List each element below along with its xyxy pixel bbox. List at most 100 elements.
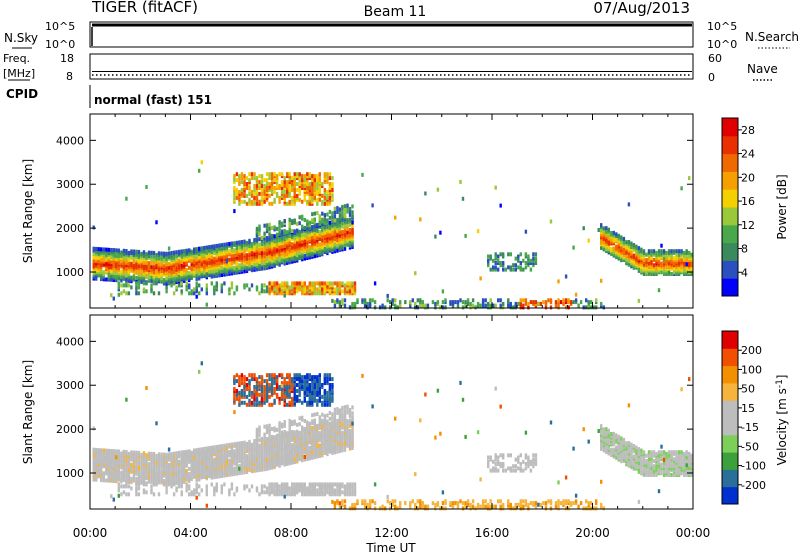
velocity-cell: [135, 486, 137, 490]
power-cell: [575, 293, 577, 297]
power-cell: [246, 202, 248, 206]
velocity-cell: [163, 468, 165, 472]
velocity-cell: [160, 453, 162, 457]
power-cell: [427, 304, 429, 308]
power-cell: [251, 200, 253, 204]
velocity-cell: [145, 490, 147, 494]
power-cell: [324, 247, 326, 251]
velocity-cell: [256, 428, 258, 432]
power-cell: [248, 198, 250, 202]
power-ytick-label: 3000: [56, 178, 84, 191]
power-cell: [268, 289, 270, 293]
velocity-cell: [289, 395, 291, 399]
velocity-cell: [143, 451, 145, 455]
velocity-cell: [246, 377, 248, 381]
velocity-cell: [193, 492, 195, 496]
power-cell: [660, 270, 662, 274]
power-cell: [326, 202, 328, 206]
velocity-cell: [133, 475, 135, 479]
velocity-cell: [155, 482, 157, 486]
velocity-cell: [153, 466, 155, 470]
velocity-cell: [291, 403, 293, 407]
velocity-cell: [178, 467, 180, 471]
velocity-cell: [125, 478, 127, 482]
velocity-cell: [251, 457, 253, 461]
velocity-cell: [196, 486, 198, 490]
velocity-cell: [110, 449, 112, 453]
power-cell: [331, 281, 333, 285]
power-cell: [444, 305, 446, 309]
power-cell: [170, 283, 172, 287]
nsky-trace: [92, 24, 692, 27]
velocity-cell: [253, 453, 255, 457]
power-cell: [168, 269, 170, 273]
velocity-cell: [286, 381, 288, 385]
velocity-cell: [133, 465, 135, 469]
velocity-cell: [133, 451, 135, 455]
power-cell: [625, 251, 627, 255]
power-cell: [105, 253, 107, 257]
velocity-cell: [296, 423, 298, 427]
power-cell: [319, 172, 321, 176]
velocity-cell: [268, 424, 270, 428]
power-cell: [655, 251, 657, 255]
power-cell: [253, 172, 255, 176]
velocity-cell: [201, 447, 203, 451]
power-cell: [588, 300, 590, 304]
power-cell: [268, 182, 270, 186]
power-cell: [633, 254, 635, 258]
velocity-cell: [118, 467, 120, 471]
power-cell: [530, 268, 532, 272]
velocity-cell: [228, 488, 230, 492]
power-cell: [228, 242, 230, 246]
power-cell: [321, 218, 323, 222]
power-cell: [291, 182, 293, 186]
power-cell: [221, 266, 223, 270]
power-cell: [319, 242, 321, 246]
power-cell: [495, 261, 497, 265]
velocity-cell: [289, 442, 291, 446]
power-cell: [271, 172, 273, 176]
power-cell: [130, 285, 132, 289]
power-cell: [349, 223, 351, 227]
velocity-cell: [276, 440, 278, 444]
power-cell: [258, 291, 260, 295]
power-cell: [238, 202, 240, 206]
velocity-cell: [256, 460, 258, 464]
velocity-cell: [138, 451, 140, 455]
power-cell: [354, 302, 356, 306]
power-cell: [588, 239, 590, 243]
velocity-cell: [258, 381, 260, 385]
velocity-cell: [263, 484, 265, 488]
velocity-cell: [284, 430, 286, 434]
power-frame: [90, 114, 693, 308]
velocity-cell: [251, 401, 253, 405]
power-cell: [266, 257, 268, 261]
velocity-cell: [168, 470, 170, 474]
velocity-cell: [178, 451, 180, 455]
velocity-cell: [228, 450, 230, 454]
power-cell: [600, 279, 602, 283]
velocity-cell: [208, 455, 210, 459]
power-cell: [246, 176, 248, 180]
power-cell: [193, 248, 195, 252]
power-cell: [595, 298, 597, 302]
velocity-cell: [236, 486, 238, 490]
power-cell: [246, 186, 248, 190]
velocity-cell: [188, 484, 190, 488]
power-cell: [314, 233, 316, 237]
velocity-cell: [256, 377, 258, 381]
velocity-cell: [231, 443, 233, 447]
power-cell: [336, 206, 338, 210]
power-cell: [495, 252, 497, 256]
power-cell: [296, 188, 298, 192]
power-cell: [608, 245, 610, 249]
velocity-cell: [294, 393, 296, 397]
power-cell: [211, 245, 213, 249]
power-cell: [329, 172, 331, 176]
velocity-cell: [130, 486, 132, 490]
power-cell: [271, 226, 273, 230]
velocity-cell: [105, 463, 107, 467]
power-cell: [686, 249, 688, 253]
velocity-cell: [173, 482, 175, 486]
